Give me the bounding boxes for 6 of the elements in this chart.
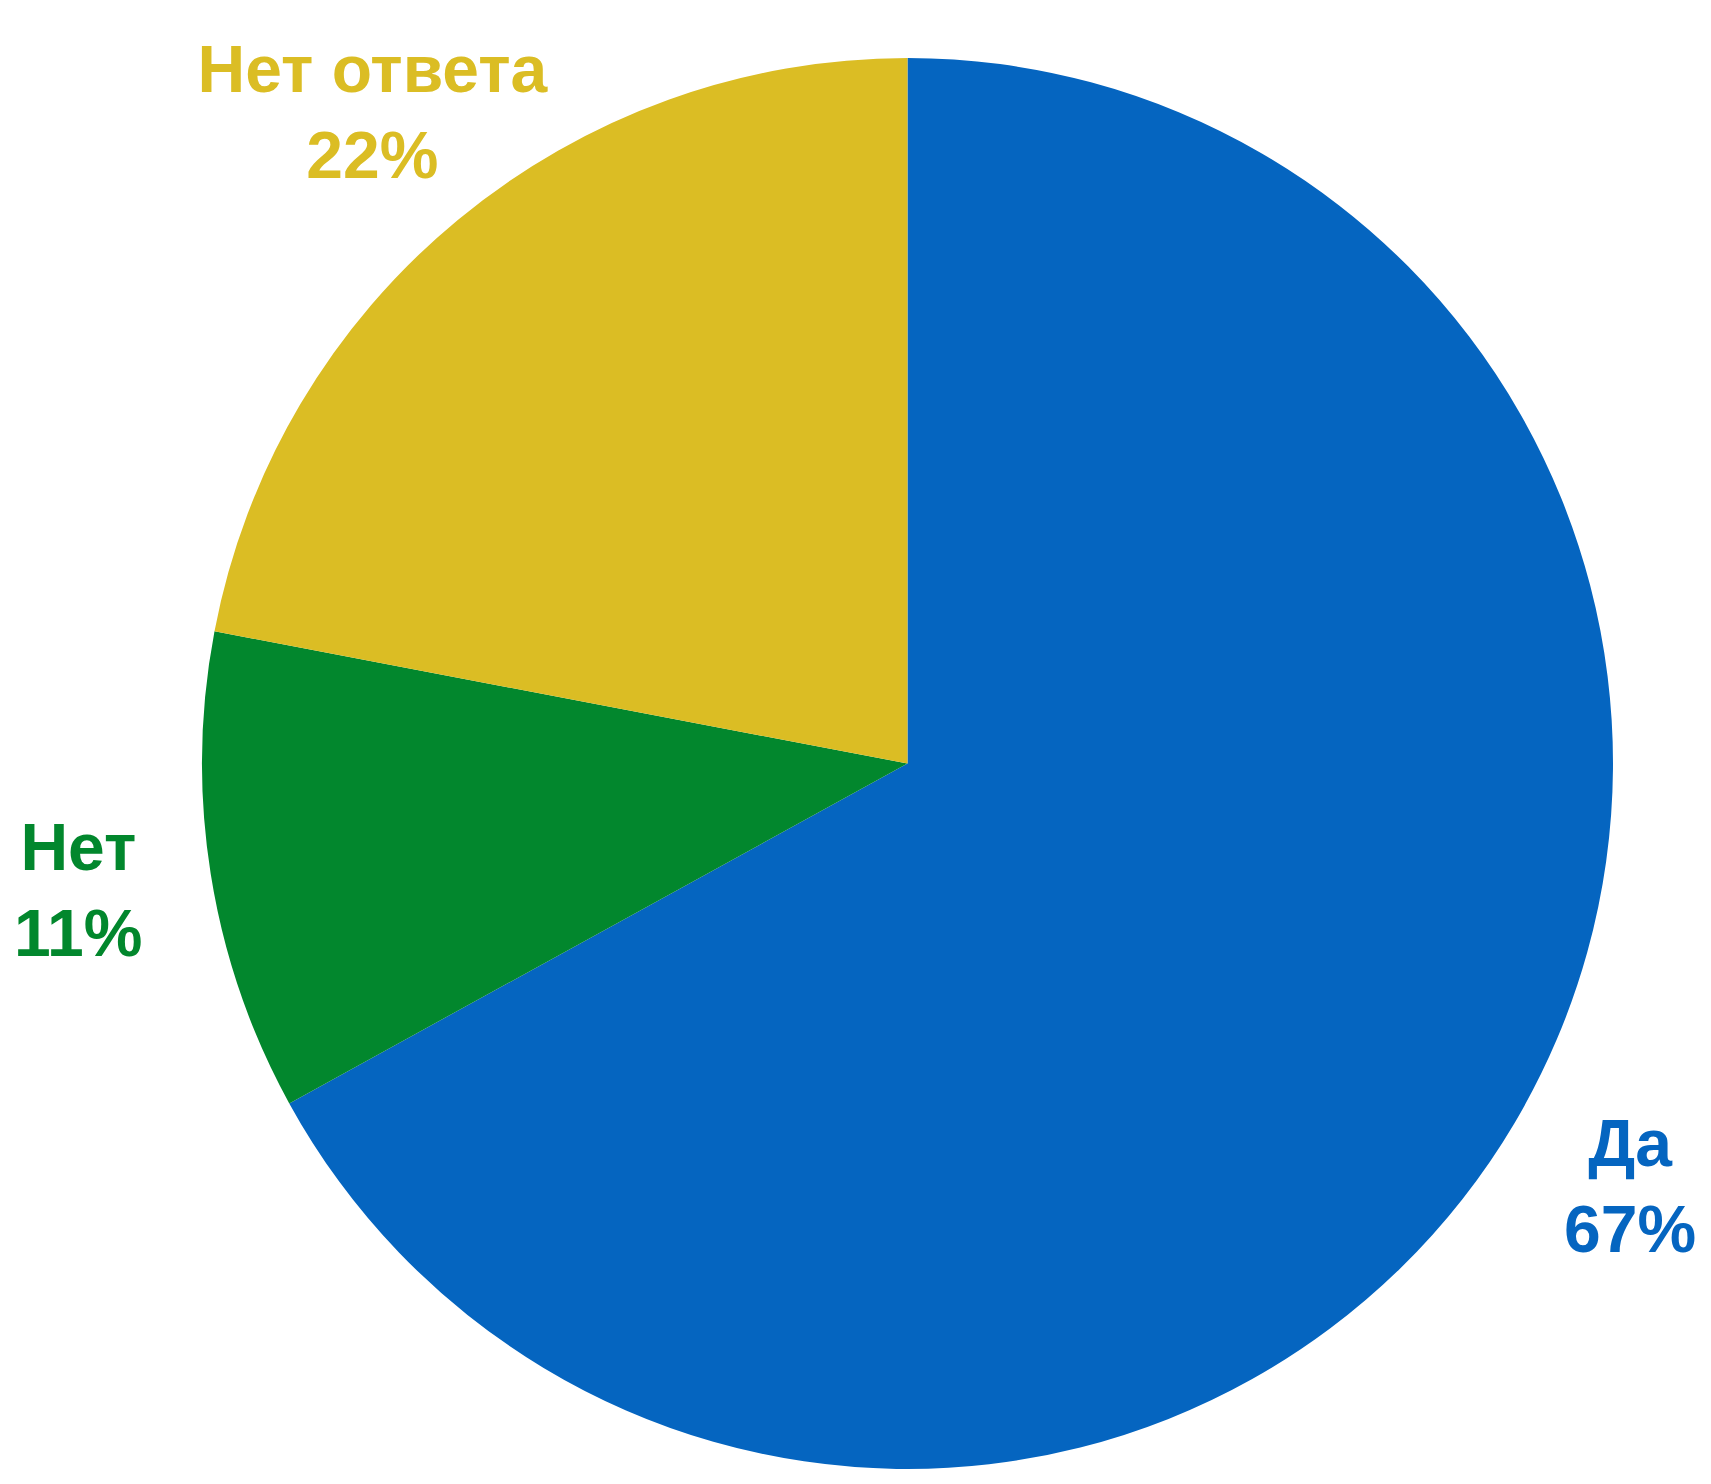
slice-label: Нет — [20, 810, 137, 885]
data-label: 11% — [14, 895, 143, 970]
slice-label: Да — [1588, 1106, 1674, 1181]
data-label: 67% — [1564, 1191, 1697, 1266]
data-label: 22% — [306, 117, 439, 192]
slice-label: Нет ответа — [197, 31, 549, 106]
